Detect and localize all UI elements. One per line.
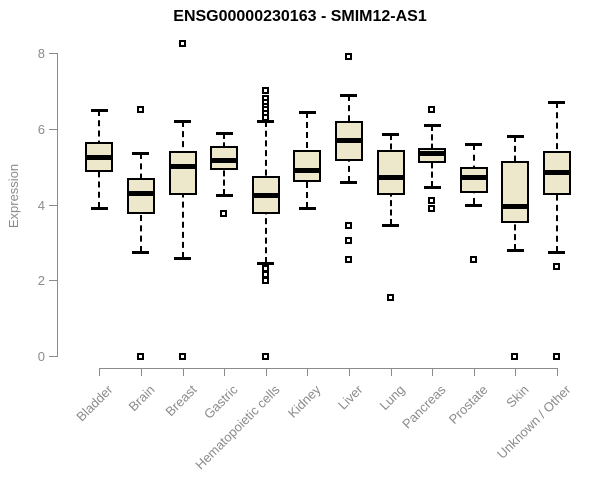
outlier-point	[344, 255, 352, 263]
whisker-cap-bottom	[506, 248, 524, 252]
whisker-cap-top	[132, 152, 150, 156]
x-axis-tick	[432, 368, 434, 376]
whisker-cap-top	[298, 110, 316, 114]
whisker-cap-top	[548, 101, 566, 105]
outlier-point	[178, 40, 186, 48]
whisker-cap-bottom	[423, 186, 441, 190]
whisker-cap-bottom	[382, 224, 399, 228]
y-axis-line	[57, 53, 58, 357]
y-axis-tick	[49, 204, 57, 206]
outlier-point	[261, 87, 269, 95]
whisker-cap-bottom	[174, 256, 191, 260]
box	[168, 151, 197, 196]
median-line	[336, 137, 361, 143]
whisker-cap-top	[174, 120, 191, 124]
box	[126, 177, 155, 214]
median-line	[544, 169, 569, 175]
whisker-cap-bottom	[132, 250, 150, 254]
x-axis-tick	[556, 368, 558, 376]
y-tick-label: 4	[37, 197, 45, 213]
outlier-point	[469, 255, 477, 263]
median-line	[87, 154, 112, 160]
median-line	[170, 164, 195, 170]
median-line	[295, 167, 320, 173]
outlier-point	[552, 263, 560, 271]
whisker-cap-bottom	[340, 180, 358, 184]
y-tick-label: 0	[37, 349, 45, 364]
median-line	[420, 150, 445, 156]
whisker-cap-top	[90, 108, 108, 112]
outlier-point	[428, 204, 436, 212]
box	[251, 176, 280, 214]
x-axis-tick	[99, 368, 101, 376]
whisker-cap-top	[382, 133, 399, 137]
whisker-cap-bottom	[298, 207, 316, 211]
median-line	[253, 192, 278, 198]
x-axis-line	[99, 368, 558, 369]
x-axis-tick	[390, 368, 392, 376]
y-axis-tick	[49, 53, 57, 54]
outlier-point	[344, 221, 352, 229]
y-tick-label: 8	[37, 46, 45, 61]
median-line	[461, 175, 486, 181]
outlier-point	[261, 352, 269, 360]
outlier-point	[428, 197, 436, 205]
median-line	[212, 158, 237, 164]
outlier-point	[511, 352, 519, 360]
x-axis-tick	[182, 368, 184, 376]
outlier-point	[386, 293, 394, 301]
outlier-point	[178, 352, 186, 360]
median-line	[503, 203, 528, 209]
x-axis-tick	[224, 368, 226, 376]
outlier-point	[136, 106, 144, 114]
outlier-point	[552, 352, 560, 360]
outlier-point	[261, 113, 269, 121]
outlier-point	[261, 276, 269, 284]
whisker-cap-top	[423, 123, 441, 127]
median-line	[378, 175, 403, 181]
x-axis-tick	[515, 368, 517, 376]
whisker-cap-top	[506, 135, 524, 139]
chart-title: ENSG00000230163 - SMIM12-AS1	[173, 8, 427, 25]
whisker-cap-top	[465, 142, 483, 146]
y-axis-tick	[49, 280, 57, 282]
box	[210, 145, 239, 171]
box	[376, 149, 405, 196]
box	[293, 149, 322, 182]
y-tick-label: 2	[37, 273, 45, 289]
x-axis-tick	[473, 368, 475, 376]
y-tick-label: 6	[37, 121, 45, 137]
outlier-point	[220, 210, 228, 218]
whisker-cap-top	[215, 131, 233, 135]
x-axis-tick	[140, 368, 142, 376]
whisker-cap-bottom	[548, 250, 566, 254]
median-line	[128, 190, 153, 196]
whisker-cap-top	[340, 93, 358, 97]
y-axis-tick	[49, 356, 57, 357]
y-axis-tick	[49, 128, 57, 130]
x-axis-tick	[348, 368, 350, 376]
outlier-point	[344, 236, 352, 244]
whisker-cap-top	[257, 120, 275, 124]
whisker-cap-bottom	[465, 203, 483, 207]
outlier-point	[344, 53, 352, 61]
outlier-point	[136, 352, 144, 360]
whisker-cap-bottom	[257, 262, 275, 266]
whisker-cap-bottom	[215, 194, 233, 198]
x-axis-tick	[265, 368, 267, 376]
outlier-point	[428, 106, 436, 114]
box	[501, 160, 530, 224]
x-axis-tick	[307, 368, 309, 376]
whisker-cap-bottom	[90, 207, 108, 211]
